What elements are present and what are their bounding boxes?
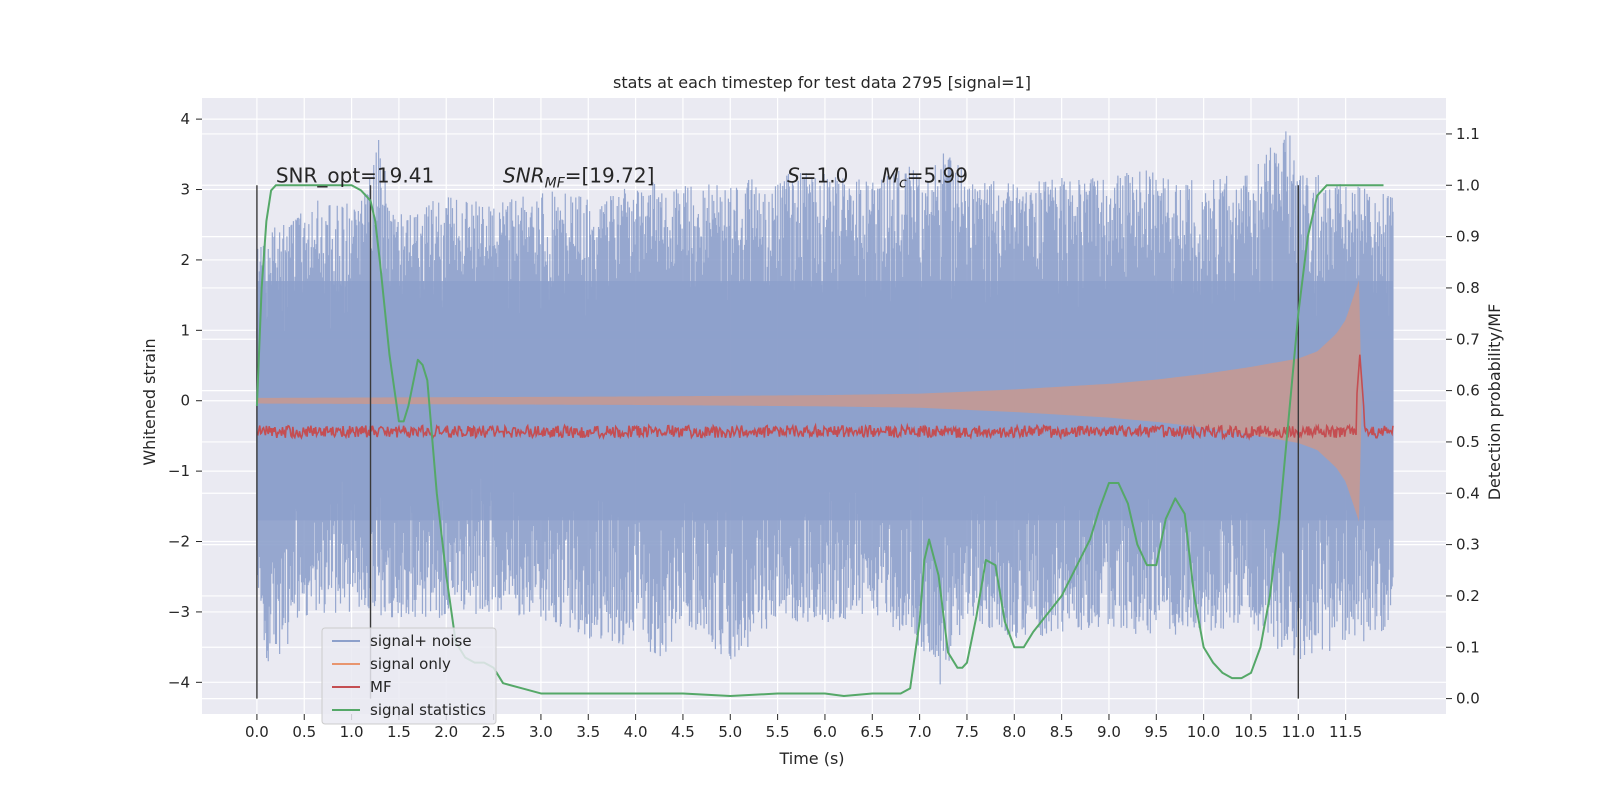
x-tick-label: 0.0 — [245, 723, 269, 741]
x-tick-label: 2.0 — [434, 723, 458, 741]
y-tick-label: −4 — [168, 673, 190, 691]
y2-tick-label: 0.2 — [1456, 587, 1480, 605]
legend-label-signal-noise: signal+ noise — [370, 632, 472, 650]
x-tick-label: 1.0 — [340, 723, 364, 741]
y2-tick-label: 0.3 — [1456, 536, 1480, 554]
x-tick-label: 7.5 — [955, 723, 979, 741]
legend: signal+ noise signal only MF signal stat… — [321, 627, 497, 725]
y2-axis-label: Detection probability/MF — [1485, 304, 1504, 501]
legend-label-signal-only: signal only — [370, 655, 451, 673]
x-tick-label: 3.5 — [576, 723, 600, 741]
x-tick-label: 2.5 — [482, 723, 506, 741]
y-tick-label: 4 — [180, 110, 190, 128]
y-tick-label: 3 — [180, 181, 190, 199]
x-tick-label: 8.0 — [1002, 723, 1026, 741]
x-tick-label: 4.0 — [624, 723, 648, 741]
x-tick-label: 0.5 — [292, 723, 316, 741]
x-tick-label: 10.0 — [1187, 723, 1220, 741]
series-signal-only — [256, 280, 1362, 522]
annotation: Mc=5.99 — [882, 163, 968, 191]
y2-tick-label: 0.7 — [1456, 330, 1480, 348]
y2-tick-label: 0.4 — [1456, 484, 1480, 502]
x-tick-label: 6.0 — [813, 723, 837, 741]
y2-tick-label: 1.0 — [1456, 176, 1480, 194]
x-axis-label: Time (s) — [778, 749, 844, 768]
x-tick-label: 11.5 — [1329, 723, 1362, 741]
legend-box — [321, 627, 497, 725]
x-tick-label: 10.5 — [1234, 723, 1267, 741]
y-tick-label: −3 — [168, 603, 190, 621]
chart-title: stats at each timestep for test data 279… — [613, 73, 1031, 92]
annotation: S=1.0 — [787, 163, 848, 187]
annotation: SNRMF=[19.72] — [503, 163, 654, 191]
x-tick-label: 5.5 — [766, 723, 790, 741]
x-tick-label: 11.0 — [1282, 723, 1315, 741]
legend-label-signal-statistics: signal statistics — [370, 701, 486, 719]
x-tick-label: 9.0 — [1097, 723, 1121, 741]
x-tick-label: 4.5 — [671, 723, 695, 741]
annotation: SNR_opt=19.41 — [276, 163, 434, 187]
y2-tick-label: 0.8 — [1456, 279, 1480, 297]
y-tick-label: −2 — [168, 533, 190, 551]
y2-tick-label: 0.0 — [1456, 690, 1480, 708]
y2-tick-label: 0.6 — [1456, 382, 1480, 400]
y2-tick-label: 0.9 — [1456, 228, 1480, 246]
x-tick-label: 8.5 — [1050, 723, 1074, 741]
legend-label-mf: MF — [370, 678, 392, 696]
y-tick-label: 0 — [180, 392, 190, 410]
y2-tick-label: 1.1 — [1456, 125, 1480, 143]
y2-tick-label: 0.5 — [1456, 433, 1480, 451]
x-tick-label: 3.0 — [529, 723, 553, 741]
x-tick-label: 5.0 — [718, 723, 742, 741]
x-tick-label: 9.5 — [1144, 723, 1168, 741]
y-tick-label: −1 — [168, 462, 190, 480]
y-axis-label: Whitened strain — [140, 338, 159, 465]
x-tick-label: 7.0 — [908, 723, 932, 741]
y2-tick-label: 0.1 — [1456, 638, 1480, 656]
y-tick-label: 1 — [180, 321, 190, 339]
series-mf — [256, 354, 1394, 441]
y-tick-label: 2 — [180, 251, 190, 269]
x-tick-label: 1.5 — [387, 723, 411, 741]
series-signal-statistics — [255, 184, 1384, 698]
x-tick-label: 6.5 — [860, 723, 884, 741]
